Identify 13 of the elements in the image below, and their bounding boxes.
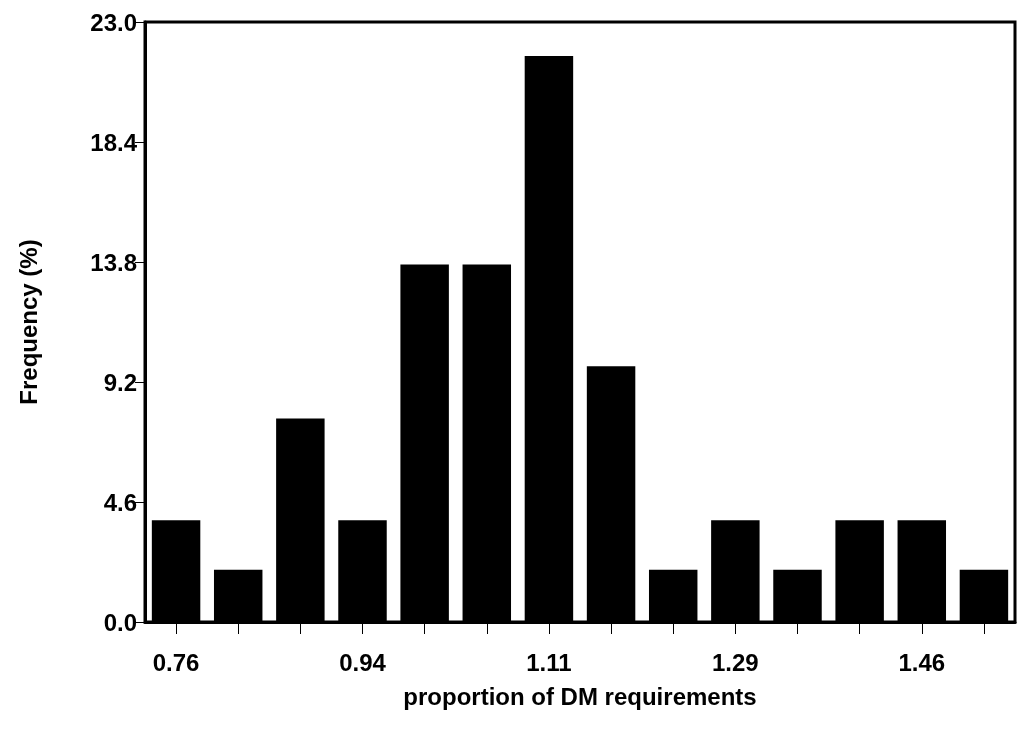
y-axis-title: Frequency (%)	[14, 239, 42, 405]
y-tick-label: 9.2	[103, 368, 137, 396]
x-tick-label: 1.46	[898, 648, 946, 676]
y-tick-label: 18.4	[90, 128, 138, 156]
x-axis-title: proportion of DM requirements	[403, 682, 757, 710]
y-tick-label: 0.0	[103, 608, 137, 636]
x-tick-label: 0.94	[339, 648, 387, 676]
x-tick-label: 1.29	[712, 648, 759, 676]
y-tick-label: 4.6	[103, 488, 137, 516]
y-tick-label: 23.0	[90, 8, 137, 36]
y-tick-label: 13.8	[90, 248, 137, 276]
x-tick-label: 1.11	[526, 648, 572, 676]
x-tick-label: 0.76	[152, 648, 200, 676]
